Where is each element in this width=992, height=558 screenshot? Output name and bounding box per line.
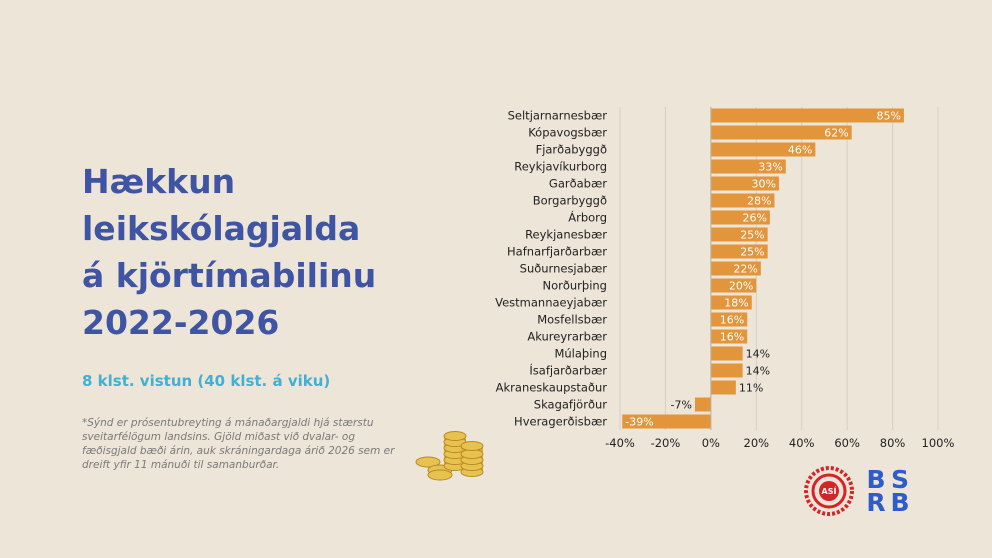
bar — [710, 210, 770, 225]
bsrb-letter: B — [890, 488, 910, 517]
category-label: Árborg — [568, 210, 607, 225]
title-line: 2022-2026 — [82, 303, 280, 342]
value-label: 16% — [720, 331, 744, 344]
title-line: Hækkun — [82, 162, 236, 201]
value-label: 62% — [824, 127, 848, 140]
x-tick-label: 100% — [922, 436, 955, 450]
category-label: Borgarbyggð — [533, 194, 607, 208]
bar-chart: -40% -20% 0% 20% 40% 60% 80% 100% Seltjarnarnesb… — [495, 107, 955, 450]
bar — [710, 244, 768, 259]
asi-logo-text: ASÍ — [822, 485, 837, 496]
bsrb-letter: S — [890, 465, 909, 494]
coin-stack-icon — [415, 431, 484, 481]
bar — [710, 312, 748, 327]
value-label: 14% — [746, 365, 770, 378]
category-label: Ísafjarðarbær — [529, 363, 607, 378]
category-label: Hafnarfjarðarbær — [507, 245, 607, 259]
value-label: 28% — [747, 195, 771, 208]
category-label: Vestmannaeyjabær — [495, 296, 607, 310]
value-label: 85% — [876, 110, 900, 123]
value-label: 33% — [758, 161, 782, 174]
x-tick-label: 20% — [744, 436, 770, 450]
category-label: Norðurþing — [542, 279, 607, 293]
value-label: 25% — [740, 229, 764, 242]
category-label: Múlaþing — [554, 347, 607, 361]
category-label: Garðabær — [549, 177, 607, 191]
category-label: Suðurnesjabær — [520, 262, 608, 276]
category-label: Skagafjörður — [534, 398, 607, 412]
bar — [710, 142, 816, 157]
bar — [710, 108, 904, 123]
bar — [710, 193, 775, 208]
value-label: 22% — [733, 263, 757, 276]
title-line: á kjörtímabilinu — [82, 256, 377, 295]
subtitle: 8 klst. vistun (40 klst. á viku) — [82, 372, 331, 390]
bsrb-logo: B S R B — [864, 465, 912, 517]
value-label: 18% — [724, 297, 748, 310]
value-label: 26% — [742, 212, 766, 225]
category-label: Mosfellsbær — [537, 313, 607, 327]
bar — [710, 261, 761, 276]
bsrb-letter: R — [866, 488, 886, 517]
category-label: Fjarðabyggð — [536, 143, 607, 157]
bar — [710, 125, 852, 140]
bsrb-letter: B — [866, 465, 886, 494]
x-tick-label: -20% — [651, 436, 681, 450]
category-label: Reykjavíkurborg — [514, 160, 607, 174]
value-label: 14% — [746, 348, 770, 361]
bar — [710, 346, 743, 361]
x-tick-label: -40% — [605, 436, 635, 450]
category-label: Akraneskaupstaður — [496, 381, 608, 395]
x-tick-label: 0% — [702, 436, 720, 450]
category-label: Reykjanesbær — [525, 228, 607, 242]
category-label: Seltjarnarnesbær — [508, 109, 608, 123]
bar — [710, 159, 786, 174]
value-label: -7% — [671, 399, 692, 412]
bar — [710, 278, 757, 293]
value-label: -39% — [625, 416, 653, 429]
value-label: 11% — [739, 382, 763, 395]
bar — [710, 227, 768, 242]
page-title: Hækkun leikskólagjalda á kjörtímabilinu … — [82, 158, 412, 346]
title-line: leikskólagjalda — [82, 209, 361, 248]
bar — [622, 414, 711, 429]
x-tick-label: 80% — [880, 436, 906, 450]
bar — [710, 363, 743, 378]
value-label: 20% — [729, 280, 753, 293]
x-tick-label: 40% — [789, 436, 815, 450]
bar — [710, 380, 736, 395]
value-label: 46% — [788, 144, 812, 157]
x-tick-label: 60% — [834, 436, 860, 450]
bar — [710, 295, 752, 310]
value-label: 16% — [720, 314, 744, 327]
category-label: Akureyrarbær — [527, 330, 607, 344]
asi-logo: ASÍ — [804, 466, 854, 516]
category-label: Hveragerðisbær — [514, 415, 607, 429]
bar — [710, 329, 748, 344]
value-label: 25% — [740, 246, 764, 259]
footnote: *Sýnd er prósentubreyting á mánaðargjald… — [82, 417, 395, 471]
bar — [694, 397, 711, 412]
value-label: 30% — [752, 178, 776, 191]
bar — [710, 176, 779, 191]
category-label: Kópavogsbær — [528, 126, 607, 140]
